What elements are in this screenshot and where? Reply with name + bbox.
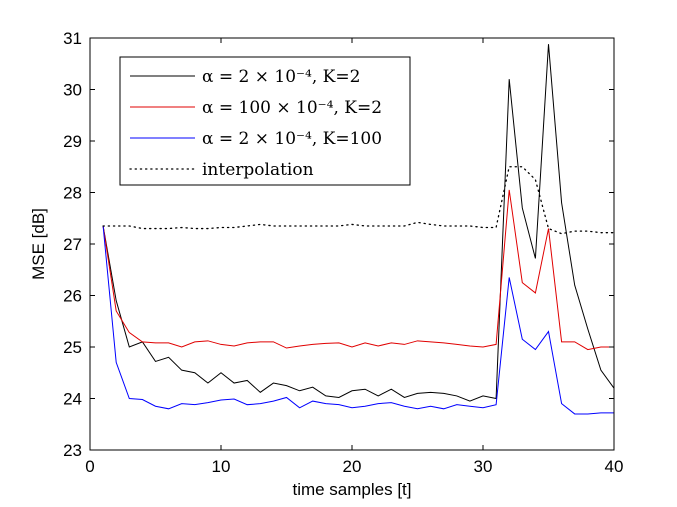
legend-box [119,56,411,186]
y-tick-label: 23 [63,441,82,460]
y-tick-label: 29 [63,132,82,151]
x-tick-label: 10 [212,457,231,476]
legend: α = 2 × 10⁻⁴, K=2 α = 100 × 10⁻⁴, K=2 α = … [119,56,411,186]
legend-entry-3: interpolation [202,160,314,180]
legend-entry-0: α = 2 × 10⁻⁴, K=2 [202,67,360,87]
y-tick-label: 25 [63,338,82,357]
series-line-0 [102,44,615,402]
y-tick-label: 30 [63,81,82,100]
legend-entry-2: α = 2 × 10⁻⁴, K=100 [202,129,382,149]
y-tick-label: 28 [63,184,82,203]
series-line-2 [102,225,614,415]
y-axis-label: MSE [dB] [29,208,48,280]
y-tick-label: 27 [63,235,82,254]
x-axis-label: time samples [t] [292,480,411,499]
ticks-layer: 0 10 20 30 40 23 24 25 26 27 28 29 30 31 [63,29,623,476]
legend-entry-1: α = 100 × 10⁻⁴, K=2 [202,98,382,118]
x-tick-label: 0 [85,457,94,476]
y-tick-label: 26 [63,287,82,306]
x-tick-label: 20 [343,457,362,476]
y-tick-label: 24 [63,390,82,409]
series-line-1 [102,189,614,351]
series-line-3 [102,166,615,235]
y-tick-label: 31 [63,29,82,48]
x-tick-label: 30 [474,457,493,476]
x-tick-label: 40 [605,457,624,476]
series-layer [102,44,615,415]
